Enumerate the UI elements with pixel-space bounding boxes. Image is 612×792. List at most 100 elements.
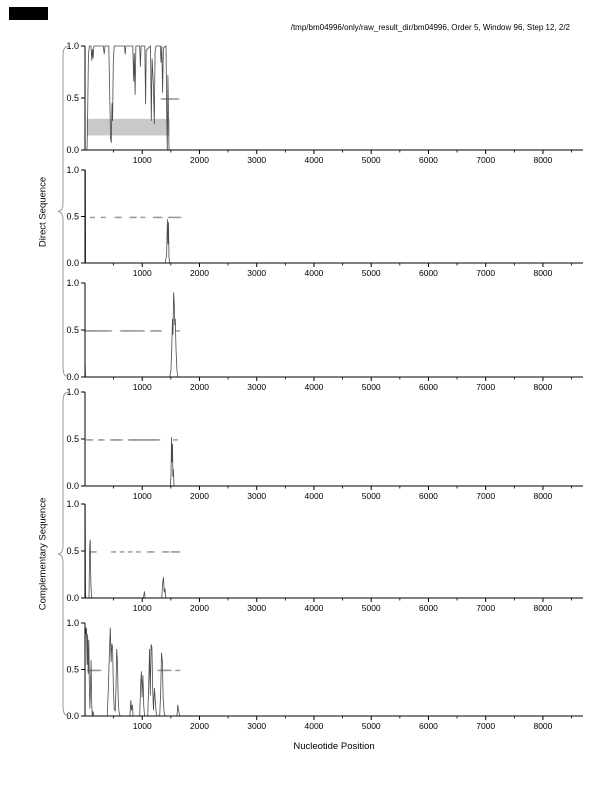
prediction-mark — [164, 551, 170, 553]
x-tick-label: 1000 — [133, 603, 152, 613]
x-axis-label: Nucleotide Position — [293, 741, 375, 752]
x-tick-label: 6000 — [419, 155, 438, 165]
y-tick-label: 0.5 — [66, 665, 79, 675]
x-tick-label: 7000 — [476, 268, 495, 278]
prediction-mark — [173, 216, 179, 219]
y-tick-label: 0.0 — [66, 258, 79, 268]
y-tick-label: 0.0 — [66, 145, 79, 155]
y-tick-label: 0.0 — [66, 711, 79, 721]
x-tick-label: 7000 — [476, 382, 495, 392]
prediction-mark — [156, 330, 162, 332]
corner-mark — [9, 7, 48, 20]
x-tick-label: 6000 — [419, 721, 438, 731]
panel-complementary-frame-2: 1.0 0.5 0.0 1000 2000 3000 4000 5000 6000 7000 800… — [66, 499, 583, 613]
prediction-mark — [155, 439, 161, 441]
panel-direct-frame-2: 1.0 0.5 0.0 1000 2000 3000 4000 5000 6000 7000 800… — [66, 165, 583, 278]
prediction-mark — [140, 216, 146, 219]
probability-curve — [84, 627, 583, 717]
x-tick-label: 8000 — [533, 603, 552, 613]
x-tick-label: 5000 — [362, 382, 381, 392]
x-tick-label: 4000 — [305, 382, 324, 392]
y-tick-label: 1.0 — [66, 499, 79, 509]
x-tick-label: 4000 — [305, 268, 324, 278]
prediction-mark — [107, 330, 113, 332]
x-tick-label: 1000 — [133, 268, 152, 278]
prediction-mark — [149, 551, 155, 553]
y-tick-label: 0.0 — [66, 372, 79, 382]
x-tick-label: 2000 — [190, 721, 209, 731]
x-tick-label: 8000 — [533, 268, 552, 278]
probability-curve — [85, 45, 583, 151]
x-tick-label: 3000 — [247, 155, 266, 165]
x-tick-label: 2000 — [190, 268, 209, 278]
x-tick-label: 1000 — [133, 382, 152, 392]
prediction-mark — [119, 551, 125, 553]
x-tick-label: 5000 — [362, 268, 381, 278]
prediction-mark — [117, 439, 123, 441]
x-tick-label: 7000 — [476, 721, 495, 731]
y-tick-label: 0.0 — [66, 481, 79, 491]
prediction-mark — [89, 216, 95, 219]
prediction-mark — [167, 216, 173, 219]
x-tick-label: 3000 — [247, 721, 266, 731]
panel-direct-frame-3: 1.0 0.5 0.0 1000 2000 3000 4000 5000 6000 7000 800… — [66, 278, 583, 392]
x-tick-label: 2000 — [190, 603, 209, 613]
x-tick-label: 8000 — [533, 721, 552, 731]
y-tick-label: 0.5 — [66, 93, 79, 103]
y-tick-label: 0.0 — [66, 593, 79, 603]
x-tick-label: 5000 — [362, 721, 381, 731]
panel-direct-frame-1: 1.0 0.5 0.0 1000 2000 3000 4000 5000 6000 7000 800… — [66, 41, 583, 165]
x-tick-label: 4000 — [305, 721, 324, 731]
x-tick-label: 3000 — [247, 382, 266, 392]
x-tick-label: 1000 — [133, 155, 152, 165]
prediction-mark — [170, 216, 176, 219]
prediction-mark — [88, 439, 94, 441]
y-tick-label: 0.5 — [66, 546, 79, 556]
x-tick-label: 6000 — [419, 491, 438, 501]
probability-curve — [84, 503, 583, 599]
prediction-mark — [157, 216, 163, 219]
x-tick-label: 1000 — [133, 721, 152, 731]
x-tick-label: 4000 — [305, 603, 324, 613]
shaded-coding-region — [86, 118, 170, 136]
panel-complementary-frame-3: 1.0 0.5 0.0 1000 2000 3000 4000 5000 6000 7000 800… — [66, 618, 583, 731]
prediction-mark — [162, 98, 168, 100]
x-tick-label: 1000 — [133, 491, 152, 501]
prediction-mark — [131, 330, 137, 332]
prediction-mark — [116, 216, 122, 219]
complementary-sequence-brace — [57, 391, 70, 717]
prediction-mark — [136, 330, 142, 332]
prediction-mark — [115, 439, 121, 441]
probability-curve — [84, 292, 583, 378]
prediction-mark — [174, 98, 180, 100]
x-tick-label: 7000 — [476, 155, 495, 165]
y-tick-label: 1.0 — [66, 618, 79, 628]
x-tick-label: 7000 — [476, 603, 495, 613]
prediction-mark — [131, 216, 137, 219]
prediction-mark — [96, 669, 102, 672]
prediction-mark — [100, 216, 106, 219]
x-tick-label: 2000 — [190, 155, 209, 165]
x-tick-label: 5000 — [362, 603, 381, 613]
prediction-mark — [111, 551, 117, 553]
x-tick-label: 8000 — [533, 155, 552, 165]
prediction-mark — [127, 551, 133, 553]
x-tick-label: 5000 — [362, 155, 381, 165]
prediction-mark — [99, 439, 105, 441]
y-tick-label: 0.5 — [66, 212, 79, 222]
y-tick-label: 0.5 — [66, 325, 79, 335]
y-tick-label: 1.0 — [66, 165, 79, 175]
prediction-mark — [168, 98, 174, 100]
prediction-mark — [175, 330, 181, 332]
probability-curve — [84, 169, 583, 264]
y-tick-label: 1.0 — [66, 41, 79, 51]
x-tick-label: 2000 — [190, 382, 209, 392]
prediction-mark — [176, 216, 182, 219]
probability-curve — [85, 437, 583, 487]
prediction-mark — [134, 330, 140, 332]
x-tick-label: 5000 — [362, 491, 381, 501]
direct-sequence-brace — [57, 45, 70, 378]
prediction-mark — [166, 669, 172, 672]
